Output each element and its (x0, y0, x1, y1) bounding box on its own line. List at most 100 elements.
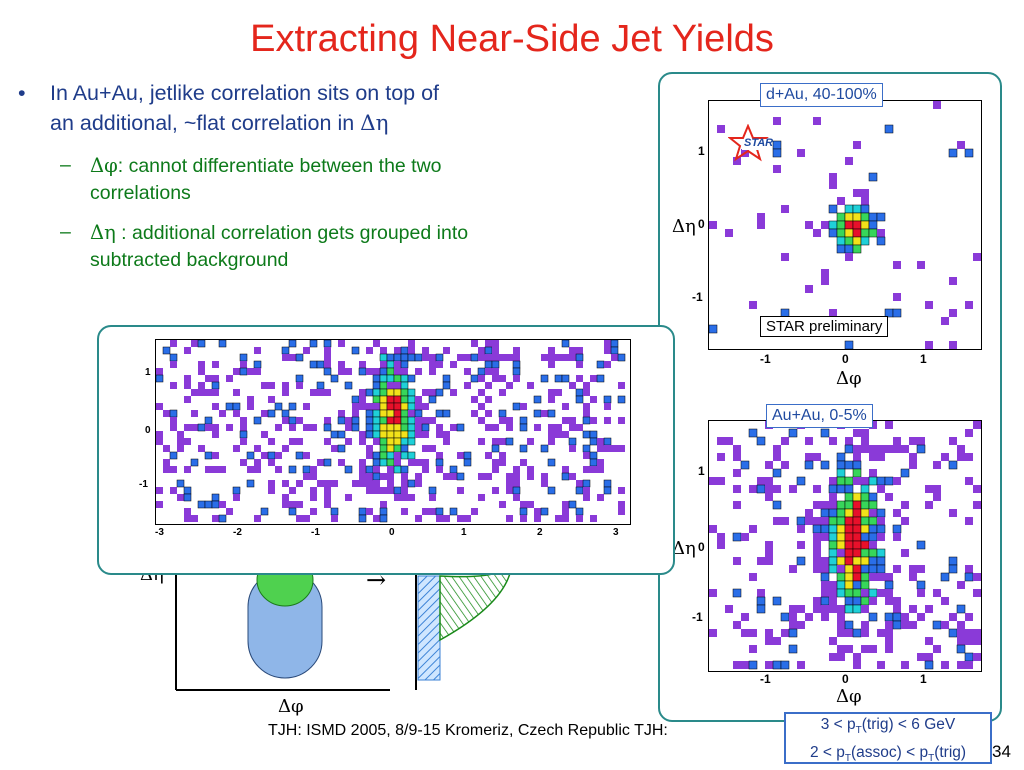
heatmap-cell (941, 661, 949, 669)
heatmap-cell (957, 661, 965, 669)
subbullet-text: correlations (90, 182, 191, 204)
heatmap-cell (386, 423, 395, 432)
heatmap-cell (836, 588, 846, 598)
heatmap-cell (820, 572, 830, 582)
heatmap-cell (393, 430, 402, 439)
heatmap-cell (821, 517, 829, 525)
heatmap-cell (547, 486, 556, 495)
heatmap-cell (218, 339, 227, 348)
heatmap-cell (749, 525, 757, 533)
heatmap-cell (765, 637, 773, 645)
heatmap-cell (324, 389, 331, 396)
heatmap-cell (741, 613, 749, 621)
heatmap-cell (379, 409, 388, 418)
heatmap-cell (471, 340, 478, 347)
heatmap-cell (372, 381, 381, 390)
heatmap-cell (829, 597, 837, 605)
heatmap-cell (845, 645, 853, 653)
heatmap-cell (797, 525, 805, 533)
heatmap-cell (909, 453, 917, 461)
heatmap-cell (415, 396, 422, 403)
heatmap-cell (933, 101, 941, 109)
heatmap-cell (247, 403, 254, 410)
heatmap-cell (365, 416, 374, 425)
heatmap-cell (429, 445, 436, 452)
heatmap-cell (289, 501, 296, 508)
heatmap-cell (618, 508, 625, 515)
heatmap-cell (548, 424, 555, 431)
heatmap-cell (393, 388, 402, 397)
heatmap-cell (331, 515, 338, 522)
heatmap-cell (400, 374, 409, 383)
heatmap-cell (380, 501, 387, 508)
heatmap-cell (366, 480, 373, 487)
heatmap-cell (772, 596, 782, 606)
heatmap-cell (324, 354, 331, 361)
heatmap-cell (547, 458, 556, 467)
heatmap-cell (555, 515, 562, 522)
heatmap-cell (177, 431, 184, 438)
heatmap-cell (845, 253, 853, 261)
heatmap-cell (956, 644, 966, 654)
heatmap-cell (393, 416, 402, 425)
heatmap-cell (386, 360, 395, 369)
heatmap-cell (925, 301, 933, 309)
heatmap-cell (756, 604, 766, 614)
heatmap-cell (373, 466, 380, 473)
heatmap-cell (351, 423, 360, 432)
heatmap-cell (852, 572, 862, 582)
heatmap-cell (844, 508, 854, 518)
heatmap-cell (853, 141, 861, 149)
heatmap-cell (876, 564, 886, 574)
heatmap-cell (365, 409, 374, 418)
heatmap-cell (527, 382, 534, 389)
cut-text: 3 < p (820, 716, 856, 733)
heatmap-cell (590, 375, 597, 382)
heatmap-cell (733, 621, 741, 629)
wide-xtick: -1 (311, 527, 320, 538)
heatmap-cell (226, 424, 233, 431)
heatmap-cell (520, 403, 527, 410)
heatmap-cell (829, 173, 837, 181)
heatmap-cell (852, 468, 862, 478)
heatmap-cell (948, 556, 958, 566)
heatmap-cell (317, 389, 324, 396)
heatmap-cell (400, 437, 409, 446)
heatmap-cell (268, 382, 275, 389)
heatmap-cell (415, 459, 422, 466)
heatmap-cell (869, 645, 877, 653)
heatmap-cell (813, 557, 821, 565)
heatmap-cell (233, 445, 240, 452)
heatmap-cell (282, 354, 289, 361)
heatmap-cell (765, 549, 773, 557)
heatmap-cell (589, 430, 598, 439)
heatmap-cell (876, 524, 886, 534)
heatmap-cell (450, 473, 457, 480)
heatmap-cell (740, 460, 750, 470)
heatmap-cell (408, 340, 415, 347)
heatmap-cell (860, 492, 870, 502)
heatmap-cell (828, 484, 838, 494)
heatmap-cell (589, 458, 598, 467)
heatmap-cell (401, 480, 408, 487)
heatmap-cell (844, 460, 854, 470)
heatmap-cell (852, 628, 862, 638)
heatmap-cell (973, 253, 981, 261)
heatmap-cell (812, 524, 822, 534)
heatmap-cell (555, 424, 562, 431)
heatmap-cell (844, 524, 854, 534)
heatmap-cell (603, 437, 612, 446)
heatmap-cell (844, 580, 854, 590)
heatmap-cell (893, 533, 901, 541)
heatmap-cell (941, 317, 949, 325)
heatmap-cell (373, 515, 380, 522)
heatmap-cell (917, 653, 925, 661)
heatmap-cell (562, 508, 569, 515)
heatmap-cell (338, 361, 345, 368)
heatmap-cell (373, 487, 380, 494)
subbullet-dash: – (60, 221, 71, 243)
heatmap-cell (533, 409, 542, 418)
heatmap-cell (380, 473, 387, 480)
auau-heatmap-cells (709, 421, 981, 670)
heatmap-cell (789, 605, 797, 613)
